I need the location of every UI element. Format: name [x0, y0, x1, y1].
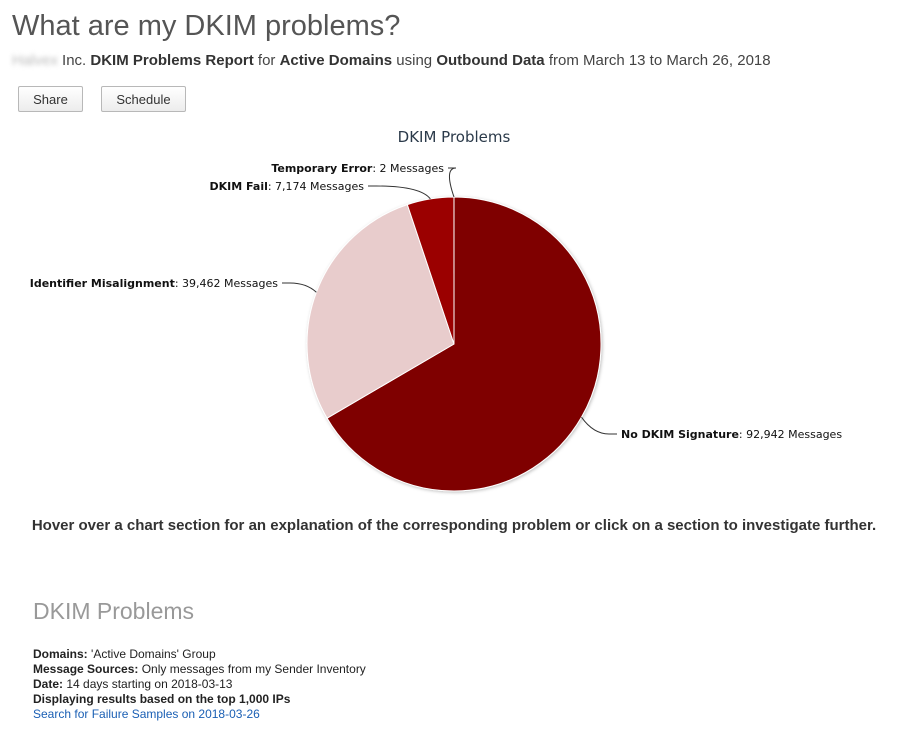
dkim-problems-pie-chart: DKIM Problems No DKIM Signature: 92,942 …: [30, 128, 842, 492]
link-row: Search for Failure Samples on 2018-03-26: [33, 707, 366, 722]
domains-row: Domains: 'Active Domains' Group: [33, 647, 366, 662]
date-range: from March 13 to March 26, 2018: [544, 52, 771, 69]
report-subtitle: Halvex Inc. DKIM Problems Report for Act…: [12, 52, 771, 69]
hover-instructions: Hover over a chart section for an explan…: [31, 517, 877, 534]
date-value: 14 days starting on 2018-03-13: [63, 677, 233, 691]
displaying-text: Displaying results based on the top 1,00…: [33, 692, 291, 706]
data-label-dkim-fail: DKIM Fail: 7,174 Messages: [210, 180, 365, 193]
report-details: Domains: 'Active Domains' Group Message …: [33, 647, 366, 722]
share-button[interactable]: Share: [18, 86, 83, 112]
displaying-row: Displaying results based on the top 1,00…: [33, 692, 366, 707]
date-label: Date:: [33, 677, 64, 691]
date-row: Date: 14 days starting on 2018-03-13: [33, 677, 366, 692]
domains-label: Domains:: [33, 647, 88, 661]
using-text: using: [392, 52, 437, 69]
data-label-temporary-error: Temporary Error: 2 Messages: [271, 162, 444, 175]
failure-samples-link[interactable]: Search for Failure Samples on 2018-03-26: [33, 707, 260, 721]
data-label-identifier-misalignment: Identifier Misalignment: 39,462 Messages: [30, 277, 279, 290]
report-name: DKIM Problems Report: [90, 52, 254, 69]
data-label-no-dkim-signature: No DKIM Signature: 92,942 Messages: [621, 428, 842, 441]
for-text: for: [253, 52, 280, 69]
connector-line-1: [282, 282, 317, 293]
sources-value: Only messages from my Sender Inventory: [138, 662, 366, 676]
connector-line-3: [448, 167, 457, 198]
page-title: What are my DKIM problems?: [12, 10, 401, 42]
schedule-button[interactable]: Schedule: [101, 86, 186, 112]
connector-line-0: [581, 416, 617, 435]
connector-line-2: [368, 185, 431, 200]
domains-value: 'Active Domains' Group: [87, 647, 216, 661]
sources-row: Message Sources: Only messages from my S…: [33, 662, 366, 677]
org-suffix: Inc.: [57, 52, 91, 69]
domain-scope: Active Domains: [279, 52, 393, 69]
chart-title: DKIM Problems: [398, 128, 511, 146]
redacted-organization-name: Halvex: [12, 52, 58, 69]
sources-label: Message Sources:: [33, 662, 139, 676]
section-title: DKIM Problems: [33, 598, 195, 624]
pie-slice-no-dkim-signature[interactable]: [326, 196, 602, 492]
data-source: Outbound Data: [436, 52, 545, 69]
